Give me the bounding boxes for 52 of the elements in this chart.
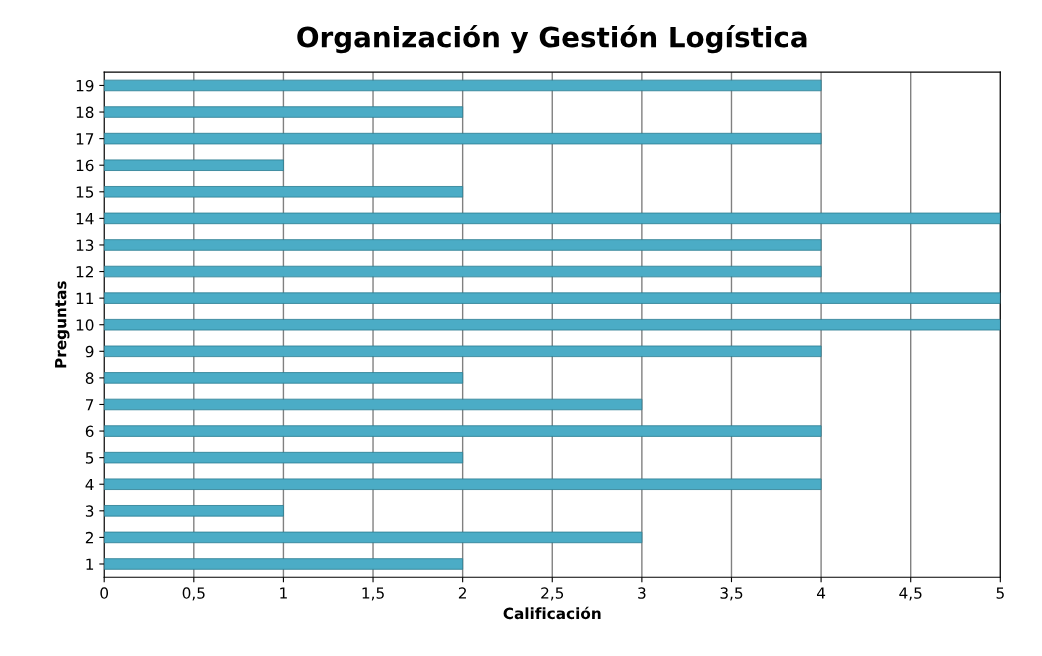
x-axis-title: Calificación (503, 606, 601, 620)
y-tick-label: 9 (85, 345, 94, 358)
y-tick-label: 2 (85, 531, 93, 544)
x-tick-label: 5 (996, 587, 1004, 599)
y-tick-label: 4 (85, 478, 94, 491)
x-tick-label: 4,5 (899, 587, 922, 601)
bar (104, 265, 822, 278)
bar (104, 451, 464, 464)
bar (104, 345, 822, 358)
x-tick-label: 2,5 (541, 587, 564, 601)
x-tick-label: 2 (458, 587, 466, 599)
y-tick-label: 18 (76, 106, 94, 119)
y-tick-label: 19 (76, 79, 94, 92)
bar (104, 132, 822, 145)
y-tick-label: 10 (76, 319, 94, 331)
x-tick-label: 0,5 (182, 587, 205, 601)
x-tick-label: 3,5 (720, 587, 743, 601)
bar (104, 372, 464, 384)
bar (104, 159, 284, 171)
bar (104, 292, 1001, 304)
chart-title: Organización y Gestión Logística (297, 24, 807, 54)
bar (104, 186, 464, 198)
bar (104, 531, 643, 544)
bar (104, 318, 1001, 331)
bar (104, 398, 643, 411)
y-tick-label: 8 (85, 372, 94, 384)
x-tick-label: 1,5 (362, 587, 384, 601)
bar (104, 425, 822, 437)
bar (104, 212, 1001, 225)
y-tick-label: 3 (85, 505, 94, 517)
y-tick-label: 6 (85, 425, 94, 438)
y-tick-label: 1 (86, 558, 94, 570)
y-tick-label: 12 (76, 266, 93, 278)
y-tick-label: 5 (85, 452, 94, 464)
y-tick-label: 13 (76, 239, 94, 251)
y-tick-label: 11 (76, 292, 94, 304)
y-tick-label: 7 (86, 399, 94, 411)
x-tick-label: 3 (638, 587, 646, 599)
bar (104, 505, 284, 517)
x-tick-label: 1 (280, 587, 287, 599)
bar (104, 558, 464, 570)
y-tick-label: 14 (76, 213, 94, 225)
bar (104, 106, 464, 118)
y-axis-title: Preguntas (55, 281, 70, 368)
y-tick-label: 17 (76, 133, 94, 145)
y-tick-label: 15 (76, 186, 94, 198)
bar (104, 478, 822, 490)
bar (104, 79, 822, 92)
x-tick-label: 4 (816, 587, 826, 599)
x-tick-label: 0 (100, 587, 109, 599)
y-tick-label: 16 (76, 159, 94, 172)
bar (104, 239, 822, 251)
